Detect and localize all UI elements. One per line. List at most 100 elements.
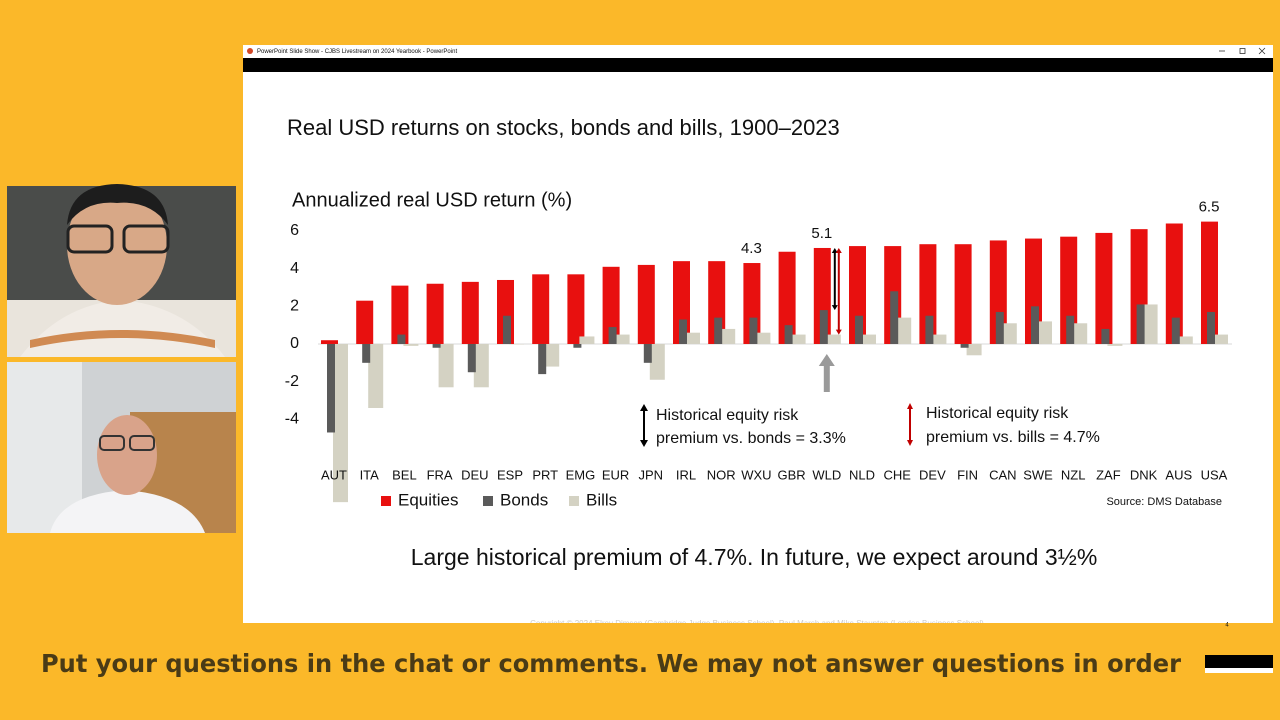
bar: [1101, 328, 1110, 344]
bar: [333, 343, 348, 503]
annotation-bonds: Historical equity risk premium vs. bonds…: [640, 404, 846, 447]
bar: [567, 274, 585, 344]
bar: [467, 343, 476, 373]
annotation-line: Historical equity risk: [656, 407, 799, 424]
x-tick-label: USA: [1201, 467, 1228, 482]
legend-swatch: [569, 496, 579, 506]
bar: [544, 343, 560, 367]
x-tick-label: SWE: [1023, 467, 1053, 482]
annotation-line: Historical equity risk: [926, 405, 1069, 422]
x-tick-label: NZL: [1061, 467, 1086, 482]
x-tick-label: ZAF: [1096, 467, 1121, 482]
bar: [960, 343, 969, 348]
x-tick-label: AUT: [321, 467, 347, 482]
bar: [679, 319, 687, 344]
bar: [855, 315, 863, 344]
bar: [432, 343, 441, 348]
bar: [614, 334, 630, 344]
pointer-arrow: [818, 354, 835, 392]
bar: [896, 317, 912, 344]
bar: [1072, 323, 1088, 344]
source: Source: DMS Database: [1106, 496, 1222, 508]
x-tick-label: JPN: [639, 467, 664, 482]
y-tick-label: 4: [290, 260, 299, 277]
bar: [784, 325, 793, 344]
bar: [1107, 343, 1123, 346]
bar: [321, 340, 338, 344]
bar: [714, 317, 723, 344]
thumbnail-bar: [1205, 668, 1273, 673]
bar: [649, 343, 665, 380]
window-controls[interactable]: [1219, 47, 1266, 55]
bar: [1095, 232, 1113, 344]
bar: [643, 343, 652, 363]
webcam-bottom: [7, 362, 236, 533]
bar: [426, 283, 444, 344]
page-number: 4: [1225, 623, 1229, 629]
bar: [1177, 336, 1193, 344]
y-tick-label: -2: [285, 373, 299, 390]
bar: [532, 274, 550, 344]
value-label: 6.5: [1199, 199, 1220, 216]
thumbnail: [1205, 655, 1273, 668]
bar: [1031, 306, 1039, 344]
bar: [391, 285, 409, 344]
y-tick-label: 0: [290, 335, 299, 352]
legend-label: Equities: [398, 490, 458, 509]
bar: [356, 300, 374, 344]
bar: [1066, 315, 1075, 344]
toolbar: [243, 58, 1273, 72]
value-label: 4.3: [741, 240, 762, 257]
legend-label: Bills: [586, 490, 617, 509]
y-tick-label: 6: [290, 222, 299, 239]
y-axis-label: Annualized real USD return (%): [292, 189, 572, 211]
bar: [995, 311, 1004, 344]
bar: [438, 343, 454, 388]
bar: [790, 334, 806, 344]
x-tick-label: CAN: [989, 467, 1016, 482]
bar: [1165, 223, 1183, 344]
x-tick-label: PRT: [532, 467, 558, 482]
annotation-bills: Historical equity risk premium vs. bills…: [907, 403, 1100, 446]
x-tick-label: ITA: [360, 467, 380, 482]
legend-label: Bonds: [500, 490, 548, 509]
bar: [362, 343, 371, 363]
bar: [1037, 321, 1052, 344]
bar: [509, 343, 524, 345]
bar: [368, 343, 384, 408]
bar: [538, 343, 547, 375]
bar: [473, 343, 489, 388]
bar: [637, 264, 655, 344]
bar: [503, 315, 511, 344]
banner-bg: [0, 623, 1205, 720]
bar: [579, 336, 595, 344]
annotation-line: premium vs. bonds = 3.3%: [656, 430, 846, 447]
bar: [966, 343, 982, 356]
x-tick-label: DEV: [919, 467, 946, 482]
bar: [890, 291, 899, 344]
x-tick-label: BEL: [392, 467, 417, 482]
bar: [819, 310, 828, 344]
x-tick-label: IRL: [676, 467, 696, 482]
bar: [327, 343, 335, 433]
x-tick-label: GBR: [778, 467, 806, 482]
bar: [461, 281, 479, 344]
x-tick-label: CHE: [883, 467, 911, 482]
bar: [954, 244, 972, 344]
bar: [403, 343, 419, 346]
bar: [608, 327, 617, 344]
annotation-line: premium vs. bills = 4.7%: [926, 429, 1100, 446]
bar: [685, 332, 700, 344]
slide-title: Real USD returns on stocks, bonds and bi…: [287, 115, 840, 140]
bar: [397, 334, 406, 344]
x-tick-label: AUS: [1165, 467, 1192, 482]
bar: [778, 251, 796, 344]
bar: [1142, 304, 1158, 344]
x-tick-label: DNK: [1130, 467, 1158, 482]
x-tick-label: DEU: [461, 467, 488, 482]
bar: [749, 317, 758, 344]
bar: [931, 334, 947, 344]
banner-bg-right: [1205, 673, 1280, 720]
bar: [1001, 323, 1017, 344]
